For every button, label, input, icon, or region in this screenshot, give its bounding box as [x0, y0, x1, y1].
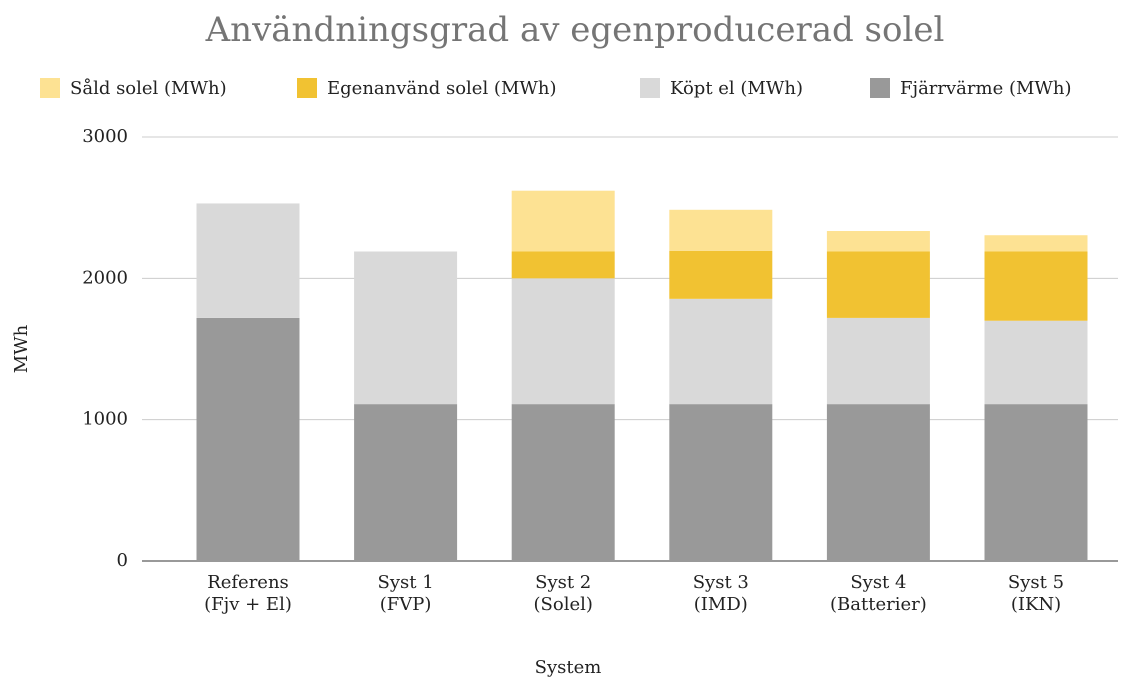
- bar-segment: [511, 190, 615, 252]
- legend-label: Såld solel (MWh): [70, 77, 227, 99]
- bar-segment: [826, 317, 930, 405]
- bar-segment: [511, 278, 615, 405]
- legend-label: Fjärrvärme (MWh): [900, 78, 1072, 99]
- bar-segment: [511, 404, 615, 561]
- legend-label: Köpt el (MWh): [670, 78, 803, 99]
- legend-label: Egenanvänd solel (MWh): [327, 78, 557, 99]
- bar-segment: [984, 235, 1088, 252]
- x-tick-label: (Fjv + El): [204, 594, 292, 615]
- x-axis-title: System: [535, 657, 602, 678]
- x-tick-label: (IMD): [694, 594, 748, 615]
- legend-swatch: [40, 78, 60, 98]
- x-tick-label: Syst 5: [1008, 572, 1064, 593]
- y-tick-label: 1000: [82, 409, 128, 430]
- x-tick-label: Syst 2: [535, 572, 591, 593]
- bar-segment: [669, 404, 773, 561]
- bar-segment: [354, 251, 458, 405]
- x-tick-label: Syst 3: [693, 572, 749, 593]
- bar-segment: [511, 251, 615, 279]
- x-tick-label: (Batterier): [830, 594, 927, 615]
- bar-segment: [984, 251, 1088, 321]
- x-tick-label: Syst 4: [850, 572, 906, 593]
- bar-segment: [984, 320, 1088, 405]
- bar-segment: [669, 298, 773, 405]
- y-tick-label: 3000: [82, 126, 128, 147]
- bar-segment: [826, 230, 930, 252]
- legend-swatch: [870, 78, 890, 98]
- bar-segment: [669, 209, 773, 251]
- y-tick-label: 2000: [82, 267, 128, 288]
- x-tick-label: (Solel): [534, 594, 593, 615]
- bar-segment: [984, 404, 1088, 561]
- bar-segment: [196, 317, 300, 561]
- x-tick-label: Referens: [207, 572, 289, 593]
- bar-segment: [354, 404, 458, 561]
- bar-segment: [826, 251, 930, 318]
- x-tick-label: (IKN): [1011, 594, 1061, 615]
- y-axis-title: MWh: [11, 324, 32, 373]
- bar-segment: [196, 203, 300, 318]
- legend-swatch: [297, 78, 317, 98]
- bar-segment: [826, 404, 930, 561]
- legend-swatch: [640, 78, 660, 98]
- x-tick-label: Syst 1: [378, 572, 434, 593]
- y-tick-label: 0: [117, 550, 128, 571]
- bar-segment: [669, 250, 773, 299]
- chart-title: Användningsgrad av egenproducerad solel: [205, 10, 945, 50]
- x-tick-label: (FVP): [380, 594, 432, 615]
